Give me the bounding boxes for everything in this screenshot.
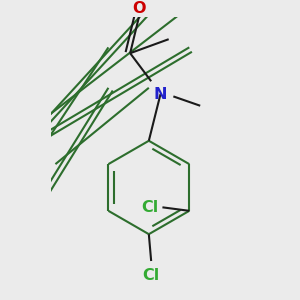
Text: Cl: Cl <box>142 268 160 283</box>
Text: N: N <box>154 87 167 102</box>
Text: O: O <box>133 1 146 16</box>
Text: Cl: Cl <box>141 200 158 215</box>
